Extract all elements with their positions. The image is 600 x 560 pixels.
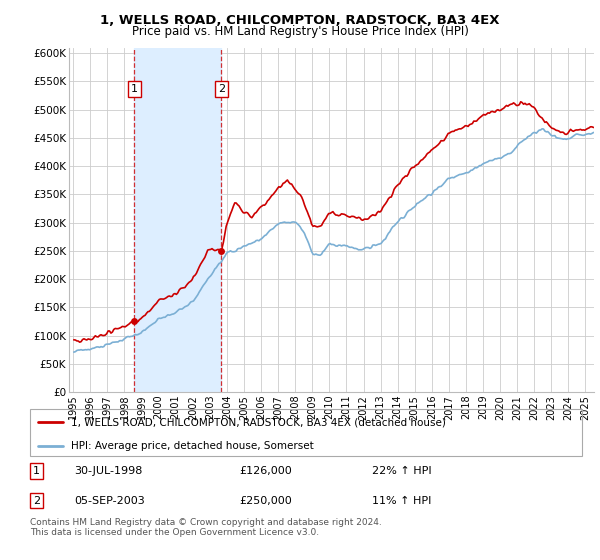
Text: 05-SEP-2003: 05-SEP-2003 <box>74 496 145 506</box>
Text: 1, WELLS ROAD, CHILCOMPTON, RADSTOCK, BA3 4EX (detached house): 1, WELLS ROAD, CHILCOMPTON, RADSTOCK, BA… <box>71 417 446 427</box>
Text: 1: 1 <box>131 84 138 94</box>
Text: 1, WELLS ROAD, CHILCOMPTON, RADSTOCK, BA3 4EX: 1, WELLS ROAD, CHILCOMPTON, RADSTOCK, BA… <box>100 14 500 27</box>
Text: 2: 2 <box>218 84 225 94</box>
Text: 2: 2 <box>33 496 40 506</box>
Text: 22% ↑ HPI: 22% ↑ HPI <box>372 466 432 476</box>
Text: 11% ↑ HPI: 11% ↑ HPI <box>372 496 431 506</box>
Text: 1: 1 <box>33 466 40 476</box>
Text: Price paid vs. HM Land Registry's House Price Index (HPI): Price paid vs. HM Land Registry's House … <box>131 25 469 38</box>
Bar <box>134 48 221 392</box>
Text: Contains HM Land Registry data © Crown copyright and database right 2024.
This d: Contains HM Land Registry data © Crown c… <box>30 518 382 538</box>
Text: HPI: Average price, detached house, Somerset: HPI: Average price, detached house, Some… <box>71 441 314 451</box>
Text: 30-JUL-1998: 30-JUL-1998 <box>74 466 143 476</box>
Text: £250,000: £250,000 <box>240 496 293 506</box>
Text: £126,000: £126,000 <box>240 466 293 476</box>
